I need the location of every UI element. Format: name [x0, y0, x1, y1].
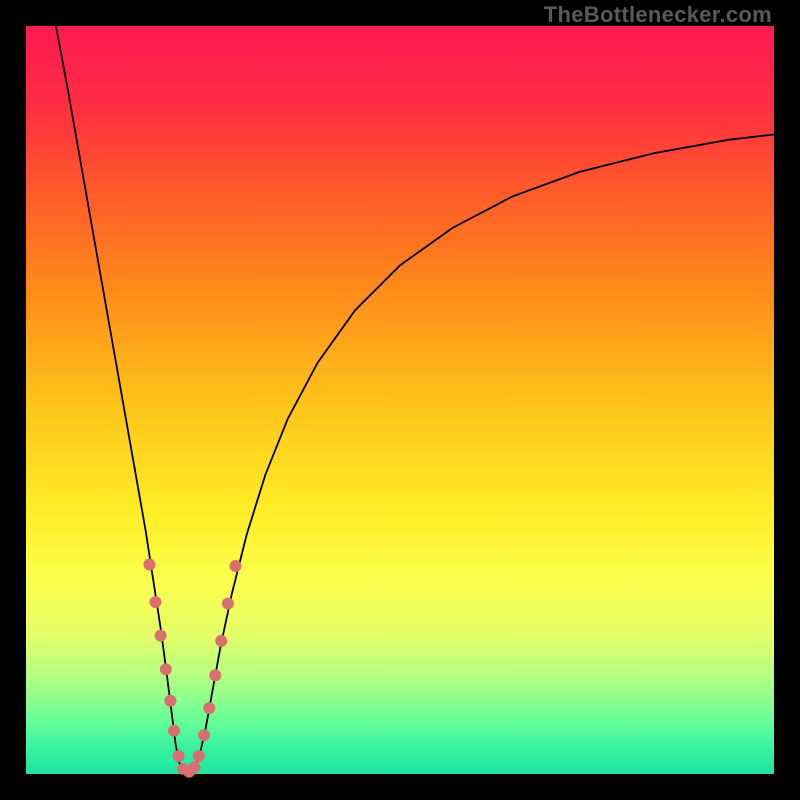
data-marker — [173, 750, 185, 762]
data-marker — [193, 750, 205, 762]
plot-area — [26, 26, 774, 774]
data-marker — [168, 725, 180, 737]
watermark-text: TheBottlenecker.com — [544, 2, 772, 28]
data-marker — [149, 596, 161, 608]
data-marker — [155, 630, 167, 642]
data-marker — [188, 761, 200, 773]
data-marker — [229, 560, 241, 572]
curve-svg — [26, 26, 774, 774]
data-marker — [198, 729, 210, 741]
data-marker — [160, 663, 172, 675]
data-marker — [143, 559, 155, 571]
chart-frame: TheBottlenecker.com — [0, 0, 800, 800]
gradient-background — [26, 26, 774, 774]
data-marker — [164, 695, 176, 707]
data-marker — [222, 597, 234, 609]
data-marker — [209, 669, 221, 681]
data-marker — [215, 635, 227, 647]
data-marker — [203, 702, 215, 714]
